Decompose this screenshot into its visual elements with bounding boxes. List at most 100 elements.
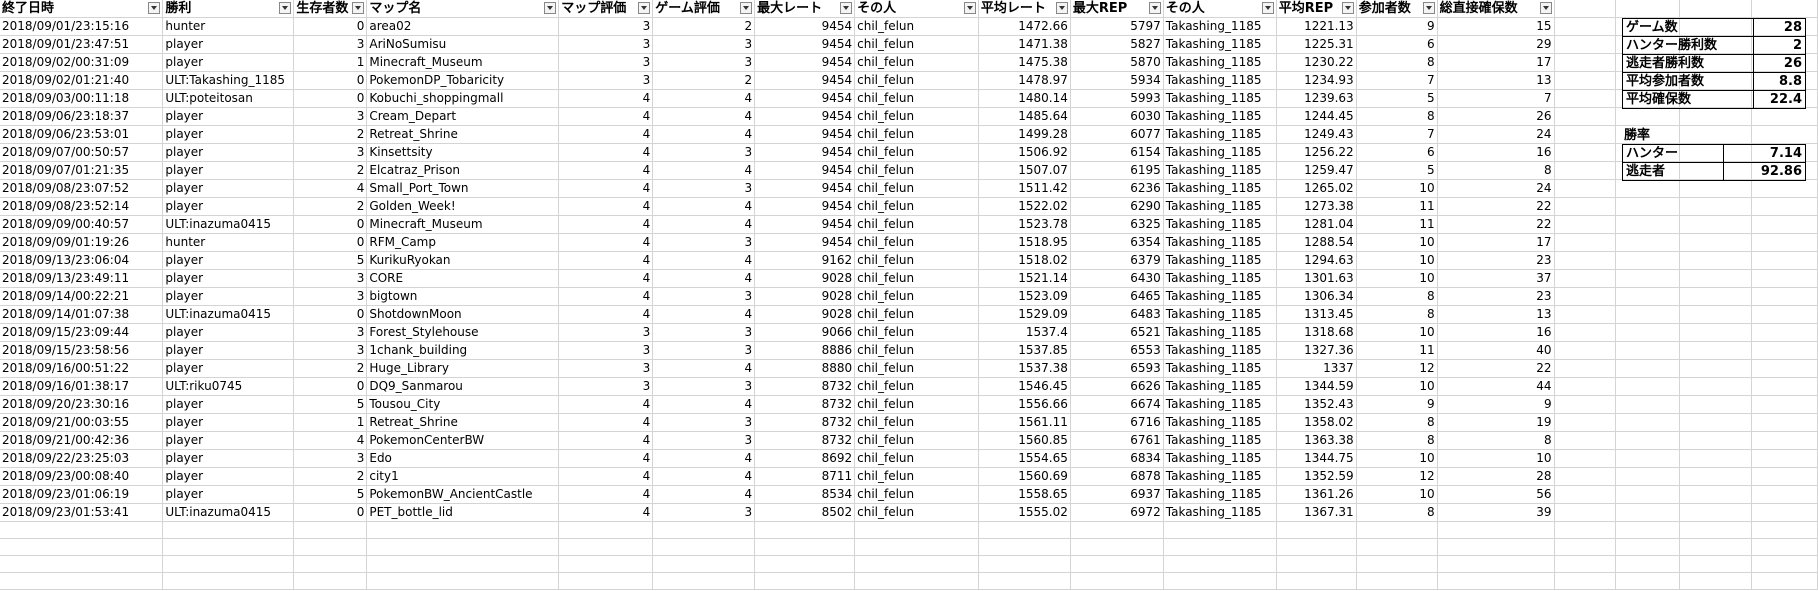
table-cell[interactable]: player	[162, 161, 295, 180]
table-cell[interactable]: chil_felun	[854, 413, 979, 432]
summary-label[interactable]: 平均参加者数	[1622, 72, 1754, 91]
empty-cell[interactable]	[1554, 161, 1617, 180]
table-cell[interactable]: 2018/09/06/23:53:01	[0, 125, 164, 144]
table-cell[interactable]: chil_felun	[854, 449, 979, 468]
table-cell[interactable]: ShotdownMoon	[366, 305, 560, 324]
table-cell[interactable]: 3	[652, 53, 756, 72]
table-cell[interactable]: PET_bottle_lid	[366, 503, 560, 522]
table-cell[interactable]: 2018/09/08/23:52:14	[0, 197, 164, 216]
empty-cell[interactable]	[1679, 287, 1753, 306]
table-cell[interactable]: 2018/09/14/00:22:21	[0, 287, 164, 306]
empty-cell[interactable]	[1679, 538, 1753, 556]
table-cell[interactable]: 19	[1437, 413, 1555, 432]
table-cell[interactable]: 1472.66	[978, 17, 1071, 36]
empty-cell[interactable]	[1163, 521, 1277, 539]
table-cell[interactable]: Edo	[366, 449, 560, 468]
empty-cell[interactable]	[1751, 572, 1818, 590]
empty-cell[interactable]	[754, 555, 856, 573]
table-cell[interactable]: 9	[1356, 395, 1438, 414]
table-cell[interactable]: 3	[652, 503, 756, 522]
empty-cell[interactable]	[754, 538, 856, 556]
empty-cell[interactable]	[1615, 125, 1681, 144]
table-cell[interactable]: 3	[652, 413, 756, 432]
empty-cell[interactable]	[1751, 323, 1818, 342]
empty-cell[interactable]	[1615, 449, 1681, 468]
table-cell[interactable]: 23	[1437, 251, 1555, 270]
table-cell[interactable]: 1273.38	[1276, 197, 1357, 216]
table-cell[interactable]: 23	[1437, 287, 1555, 306]
table-cell[interactable]: 10	[1356, 269, 1438, 288]
table-cell[interactable]: 1561.11	[978, 413, 1071, 432]
table-cell[interactable]: chil_felun	[854, 251, 979, 270]
table-cell[interactable]: 2018/09/21/00:42:36	[0, 431, 164, 450]
empty-cell[interactable]	[1276, 521, 1357, 539]
table-cell[interactable]: 9454	[754, 107, 856, 126]
table-cell[interactable]: CORE	[366, 269, 560, 288]
empty-cell[interactable]	[1615, 503, 1681, 522]
table-cell[interactable]: 3	[558, 35, 654, 54]
table-cell[interactable]: 10	[1437, 449, 1555, 468]
filter-dropdown-icon[interactable]	[279, 2, 292, 14]
empty-cell[interactable]	[1679, 215, 1753, 234]
table-cell[interactable]: 1306.34	[1276, 287, 1357, 306]
empty-cell[interactable]	[1356, 521, 1438, 539]
table-cell[interactable]: 4	[558, 179, 654, 198]
table-cell[interactable]: chil_felun	[854, 359, 979, 378]
empty-cell[interactable]	[1679, 467, 1753, 486]
win-rate-title[interactable]: 勝率	[1624, 128, 1651, 143]
empty-cell[interactable]	[1554, 431, 1617, 450]
table-cell[interactable]: chil_felun	[854, 305, 979, 324]
table-cell[interactable]: 3	[558, 71, 654, 90]
table-cell[interactable]: 1537.4	[978, 323, 1071, 342]
empty-cell[interactable]	[1679, 377, 1753, 396]
empty-cell[interactable]	[1554, 323, 1617, 342]
empty-cell[interactable]	[1751, 538, 1818, 556]
table-cell[interactable]: 8732	[754, 413, 856, 432]
table-cell[interactable]: Kinsettsity	[366, 143, 560, 162]
table-cell[interactable]: chil_felun	[854, 161, 979, 180]
table-cell[interactable]: Takashing_1185	[1163, 89, 1277, 108]
table-cell[interactable]: player	[162, 269, 295, 288]
table-cell[interactable]: 6521	[1070, 323, 1164, 342]
table-cell[interactable]: 56	[1437, 485, 1555, 504]
empty-cell[interactable]	[1679, 269, 1753, 288]
empty-cell[interactable]	[1679, 431, 1753, 450]
table-cell[interactable]: 6236	[1070, 179, 1164, 198]
empty-header-cell[interactable]	[1615, 0, 1681, 18]
table-cell[interactable]: bigtown	[366, 287, 560, 306]
table-cell[interactable]: 5934	[1070, 71, 1164, 90]
table-cell[interactable]: 6465	[1070, 287, 1164, 306]
table-cell[interactable]: 40	[1437, 341, 1555, 360]
empty-cell[interactable]	[1751, 125, 1818, 144]
empty-cell[interactable]	[1615, 197, 1681, 216]
table-cell[interactable]: 9454	[754, 143, 856, 162]
header-max-rate[interactable]: 最大レート	[754, 0, 856, 18]
table-cell[interactable]: 1318.68	[1276, 323, 1357, 342]
table-cell[interactable]: Retreat_Shrine	[366, 125, 560, 144]
table-cell[interactable]: 4	[558, 305, 654, 324]
table-cell[interactable]: 4	[652, 251, 756, 270]
empty-cell[interactable]	[1356, 572, 1438, 590]
table-cell[interactable]: 6430	[1070, 269, 1164, 288]
table-cell[interactable]: 1256.22	[1276, 143, 1357, 162]
table-cell[interactable]: 10	[1356, 449, 1438, 468]
table-cell[interactable]: 2018/09/23/00:08:40	[0, 467, 164, 486]
filter-dropdown-icon[interactable]	[1261, 2, 1274, 14]
empty-cell[interactable]	[1554, 71, 1617, 90]
table-cell[interactable]: 2018/09/07/01:21:35	[0, 161, 164, 180]
header-max-rep[interactable]: 最大REP	[1070, 0, 1164, 18]
empty-cell[interactable]	[1679, 125, 1753, 144]
table-cell[interactable]: chil_felun	[854, 107, 979, 126]
table-cell[interactable]: chil_felun	[854, 503, 979, 522]
empty-cell[interactable]	[1615, 287, 1681, 306]
table-cell[interactable]: 2018/09/02/01:21:40	[0, 71, 164, 90]
empty-cell[interactable]	[162, 521, 295, 539]
table-cell[interactable]: Takashing_1185	[1163, 143, 1277, 162]
empty-cell[interactable]	[1751, 413, 1818, 432]
empty-cell[interactable]	[1751, 233, 1818, 252]
empty-cell[interactable]	[978, 521, 1071, 539]
empty-cell[interactable]	[1615, 215, 1681, 234]
empty-cell[interactable]	[1163, 572, 1277, 590]
table-cell[interactable]: Takashing_1185	[1163, 485, 1277, 504]
